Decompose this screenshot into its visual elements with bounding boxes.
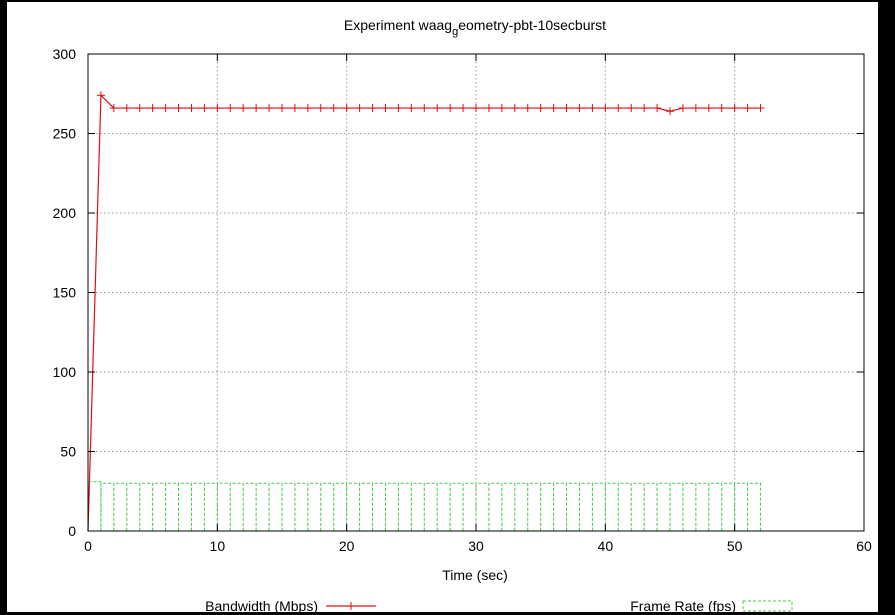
bandwidth-point [484, 104, 493, 113]
bandwidth-point [174, 104, 183, 113]
bandwidth-point [691, 104, 700, 113]
chart-title-main: Experiment waag [344, 17, 452, 33]
y-tick-label: 50 [60, 444, 76, 460]
chart-title-rest: eometry-pbt-10secburst [458, 17, 606, 33]
chart-title-subscript: g [452, 26, 458, 38]
bandwidth-point [355, 104, 364, 113]
bandwidth-point [122, 104, 131, 113]
series-frame-rate-steps [87, 481, 762, 531]
bandwidth-point [394, 104, 403, 113]
bandwidth-point [109, 104, 118, 113]
x-tick-label: 40 [598, 538, 614, 554]
bandwidth-point [342, 104, 351, 113]
bandwidth-point [200, 104, 209, 113]
legend: Bandwidth (Mbps) Frame Rate (fps) [205, 598, 793, 614]
x-axis-title: Time (sec) [442, 567, 508, 583]
y-tick-label: 200 [53, 205, 77, 221]
bandwidth-point [161, 104, 170, 113]
bandwidth-point [135, 104, 144, 113]
bandwidth-point [226, 104, 235, 113]
bandwidth-point [510, 104, 519, 113]
bandwidth-point [446, 104, 455, 113]
bandwidth-point [653, 104, 662, 113]
bandwidth-point [588, 104, 597, 113]
bandwidth-point [756, 104, 765, 113]
x-tick-label: 50 [727, 538, 743, 554]
bandwidth-point [717, 104, 726, 113]
bandwidth-point [303, 104, 312, 113]
bandwidth-point [704, 104, 713, 113]
bandwidth-point [290, 104, 299, 113]
legend-label: Frame Rate (fps) [630, 598, 736, 614]
axes: 0 10 20 30 40 50 60 0 50 100 150 200 250 300 [53, 46, 872, 554]
bandwidth-point [148, 104, 157, 113]
bandwidth-point [472, 104, 480, 113]
series-layer [87, 91, 765, 532]
legend-label: Bandwidth (Mbps) [205, 598, 318, 614]
bandwidth-point [678, 104, 687, 113]
y-tick-label: 150 [53, 285, 77, 301]
legend-sample-frame-rate [742, 600, 793, 612]
x-tick-label: 10 [210, 538, 226, 554]
bandwidth-point [562, 104, 571, 113]
x-tick-label: 0 [84, 538, 92, 554]
bandwidth-point [407, 104, 416, 113]
x-tick-label: 30 [468, 538, 484, 554]
bandwidth-point [536, 104, 545, 113]
bandwidth-point [459, 104, 468, 113]
bandwidth-point [627, 104, 636, 113]
bandwidth-point [523, 104, 532, 113]
bandwidth-point [187, 104, 196, 113]
bandwidth-point [420, 104, 429, 113]
bandwidth-point [730, 104, 739, 113]
x-tick-label: 60 [856, 538, 872, 554]
y-tick-label: 300 [53, 46, 77, 62]
chart-title: Experiment waaggeometry-pbt-10secburst [344, 17, 606, 38]
bandwidth-point [278, 104, 286, 113]
bandwidth-point [265, 104, 274, 113]
bandwidth-point [329, 104, 338, 113]
bandwidth-point [601, 104, 610, 113]
x-tick-label: 20 [339, 538, 355, 554]
bandwidth-point [96, 91, 105, 100]
y-tick-label: 0 [68, 523, 76, 539]
grid-lines [88, 54, 864, 531]
bandwidth-point [239, 104, 248, 113]
bandwidth-point [640, 104, 649, 113]
bandwidth-point [213, 104, 222, 113]
bandwidth-point [316, 104, 325, 113]
bandwidth-point [614, 104, 623, 113]
bandwidth-point [549, 104, 558, 113]
bandwidth-point [497, 104, 506, 113]
y-tick-label: 250 [53, 126, 77, 142]
bandwidth-point [433, 104, 442, 113]
bandwidth-point [368, 104, 377, 113]
bandwidth-point [666, 107, 674, 116]
bandwidth-point [381, 104, 390, 113]
y-tick-label: 100 [53, 364, 77, 380]
bandwidth-point [575, 104, 584, 113]
bandwidth-point [743, 104, 752, 113]
bandwidth-point [252, 104, 261, 113]
